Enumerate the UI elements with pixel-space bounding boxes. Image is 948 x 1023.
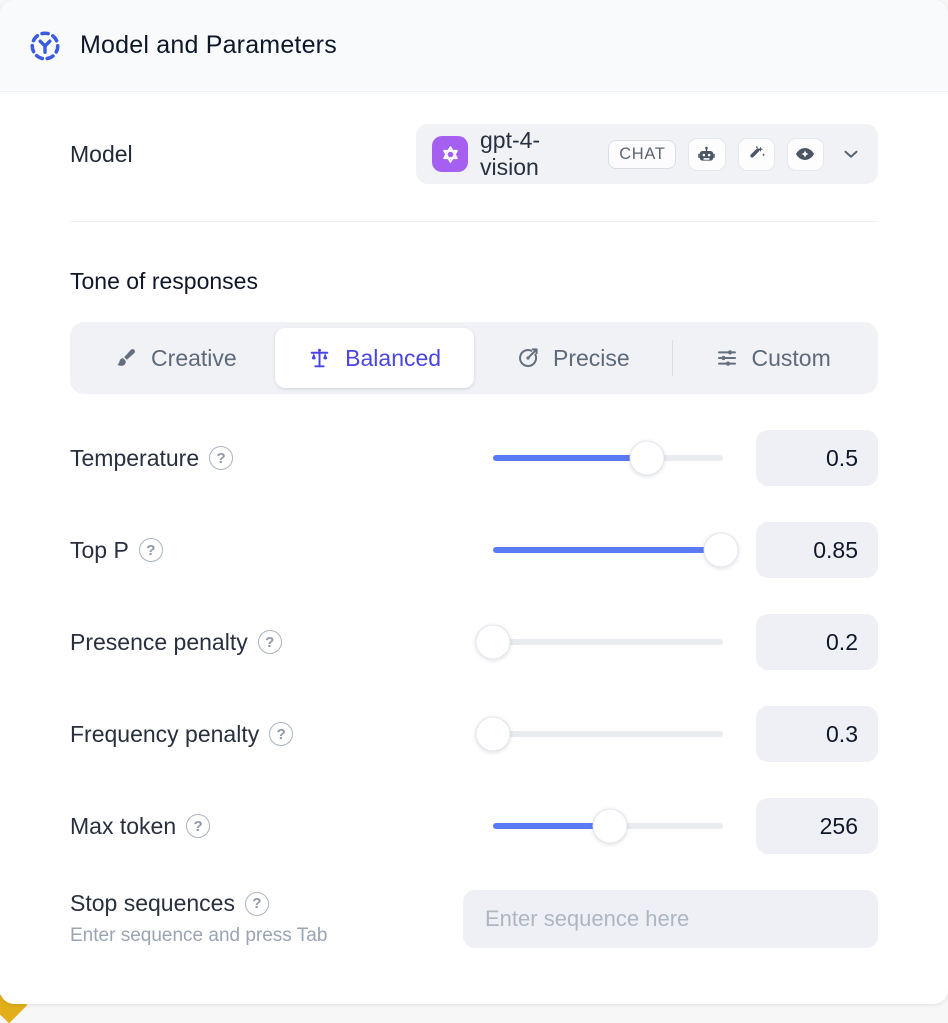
tone-option-label: Precise [553, 344, 630, 371]
param-label: Top P ? [70, 537, 493, 564]
help-icon[interactable]: ? [244, 891, 269, 916]
param-label-text: Temperature [70, 444, 200, 471]
param-label: Max token ? [70, 813, 493, 840]
slider-thumb[interactable] [629, 440, 665, 476]
panel-header: Model and Parameters [0, 0, 948, 92]
slider-track[interactable] [493, 639, 723, 645]
panel-title: Model and Parameters [80, 31, 337, 59]
slider-fill [493, 455, 648, 461]
stop-sequences-label-block: Stop sequences ? Enter sequence and pres… [70, 890, 463, 947]
selected-model-name: gpt-4-vision [480, 127, 541, 180]
model-label: Model [70, 140, 133, 167]
param-row-top-p: Top P ? 0.85 [70, 522, 878, 578]
model-select-dropdown[interactable]: gpt-4-vision CHAT [416, 124, 878, 184]
model-row: Model gpt-4-vision CHAT [70, 124, 878, 184]
stop-sequences-hint: Enter sequence and press Tab [70, 925, 328, 946]
param-row-temperature: Temperature ? 0.5 [70, 430, 878, 486]
help-icon[interactable]: ? [257, 630, 282, 654]
stop-sequences-row: Stop sequences ? Enter sequence and pres… [70, 890, 878, 948]
temperature-slider[interactable] [493, 440, 723, 476]
param-label: Temperature ? [70, 445, 493, 472]
chevron-down-icon [840, 143, 862, 165]
stop-sequence-input[interactable] [463, 890, 878, 948]
slider-thumb[interactable] [703, 532, 739, 568]
magic-wand-icon [737, 137, 775, 171]
tone-option-custom[interactable]: Custom [673, 328, 872, 388]
vision-eye-icon [786, 137, 824, 171]
segment-separator [672, 340, 674, 376]
temperature-value[interactable]: 0.5 [756, 430, 878, 486]
tone-option-label: Custom [751, 344, 831, 371]
top-p-value[interactable]: 0.85 [756, 522, 878, 578]
top-p-slider[interactable] [493, 532, 739, 568]
slider-fill [493, 823, 611, 829]
help-icon[interactable]: ? [269, 722, 294, 746]
tone-option-creative[interactable]: Creative [76, 328, 275, 388]
param-label: Frequency penalty ? [70, 721, 493, 748]
sliders-icon [715, 346, 739, 370]
slider-fill [493, 547, 721, 553]
help-icon[interactable]: ? [186, 814, 211, 838]
presence-penalty-value[interactable]: 0.2 [756, 614, 878, 670]
model-type-badge: CHAT [608, 139, 677, 169]
tone-segmented-control: Creative Balanced [70, 322, 878, 394]
slider-thumb[interactable] [475, 624, 511, 660]
tone-option-label: Balanced [345, 344, 442, 371]
param-label-text: Max token [70, 812, 177, 839]
param-row-presence-penalty: Presence penalty ? 0.2 [70, 614, 878, 670]
help-icon[interactable]: ? [209, 446, 234, 470]
robot-icon [688, 137, 726, 171]
max-token-value[interactable]: 256 [756, 798, 878, 854]
openai-logo-icon [432, 136, 468, 172]
target-icon [516, 346, 540, 370]
balance-scale-icon [307, 346, 332, 371]
stop-sequences-label-text: Stop sequences [70, 890, 235, 916]
param-label-text: Top P [70, 536, 129, 563]
param-label-text: Presence penalty [70, 628, 248, 655]
paintbrush-icon [114, 346, 138, 370]
model-hub-icon [28, 29, 62, 63]
param-label: Presence penalty ? [70, 629, 493, 656]
slider-thumb[interactable] [592, 808, 628, 844]
slider-track[interactable] [493, 731, 723, 737]
frequency-penalty-value[interactable]: 0.3 [756, 706, 878, 762]
help-icon[interactable]: ? [138, 538, 163, 562]
tone-option-precise[interactable]: Precise [474, 328, 673, 388]
tone-heading: Tone of responses [70, 268, 258, 294]
param-label-text: Frequency penalty [70, 720, 260, 747]
stop-sequences-label: Stop sequences ? [70, 890, 463, 917]
param-row-frequency-penalty: Frequency penalty ? 0.3 [70, 706, 878, 762]
slider-thumb[interactable] [475, 716, 511, 752]
max-token-slider[interactable] [493, 808, 723, 844]
param-row-max-token: Max token ? 256 [70, 798, 878, 854]
frequency-penalty-slider[interactable] [475, 716, 723, 752]
section-divider [70, 221, 878, 222]
tone-option-balanced[interactable]: Balanced [274, 328, 474, 388]
tone-option-label: Creative [151, 344, 237, 371]
presence-penalty-slider[interactable] [475, 624, 723, 660]
